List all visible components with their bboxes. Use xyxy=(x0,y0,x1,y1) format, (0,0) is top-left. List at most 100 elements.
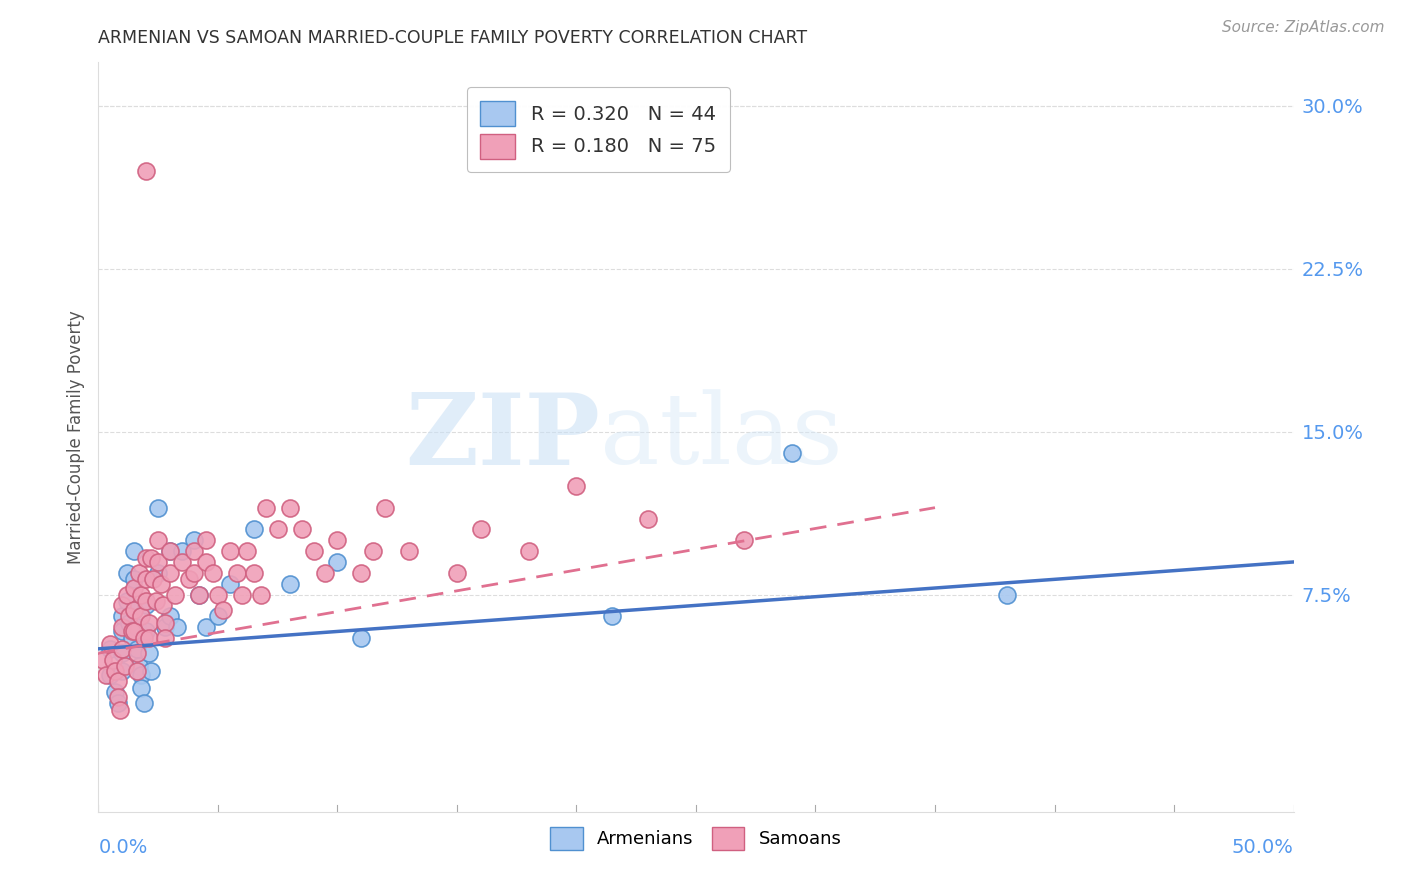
Point xyxy=(139,664,162,678)
Point xyxy=(125,646,148,660)
Point xyxy=(118,609,141,624)
Point xyxy=(135,599,157,613)
Point xyxy=(108,703,131,717)
Point xyxy=(101,653,124,667)
Point xyxy=(148,555,170,569)
Point xyxy=(166,620,188,634)
Point xyxy=(115,566,138,580)
Point xyxy=(155,615,177,630)
Point xyxy=(163,588,186,602)
Point xyxy=(207,588,229,602)
Point xyxy=(243,566,266,580)
Text: 0.0%: 0.0% xyxy=(98,838,148,857)
Point xyxy=(159,609,181,624)
Point xyxy=(132,696,155,710)
Point xyxy=(243,522,266,536)
Point xyxy=(115,588,138,602)
Point xyxy=(219,576,242,591)
Point xyxy=(602,609,624,624)
Point xyxy=(135,624,157,639)
Point xyxy=(148,566,170,580)
Point xyxy=(350,566,373,580)
Point xyxy=(202,566,225,580)
Point xyxy=(91,653,114,667)
Point xyxy=(148,533,170,548)
Point xyxy=(104,664,127,678)
Point xyxy=(131,609,153,624)
Text: 50.0%: 50.0% xyxy=(1232,838,1294,857)
Point xyxy=(107,674,129,689)
Point xyxy=(195,620,218,634)
Point xyxy=(124,581,146,595)
Point xyxy=(235,544,257,558)
Point xyxy=(350,631,373,645)
Point xyxy=(250,588,273,602)
Point xyxy=(172,555,194,569)
Text: Source: ZipAtlas.com: Source: ZipAtlas.com xyxy=(1222,20,1385,35)
Point xyxy=(121,624,143,639)
Point xyxy=(148,500,170,515)
Point xyxy=(111,620,134,634)
Point xyxy=(302,544,325,558)
Text: ZIP: ZIP xyxy=(405,389,600,485)
Point xyxy=(111,609,134,624)
Point xyxy=(124,603,146,617)
Point xyxy=(111,599,134,613)
Point xyxy=(374,500,396,515)
Point xyxy=(104,685,127,699)
Point xyxy=(226,566,249,580)
Point xyxy=(125,620,148,634)
Point xyxy=(131,668,153,682)
Point xyxy=(142,572,165,586)
Point xyxy=(637,511,659,525)
Point xyxy=(111,641,134,656)
Point xyxy=(128,659,150,673)
Point xyxy=(780,446,803,460)
Point xyxy=(125,641,148,656)
Point xyxy=(183,544,205,558)
Point xyxy=(135,550,157,565)
Point xyxy=(326,555,349,569)
Point xyxy=(183,566,205,580)
Text: ARMENIAN VS SAMOAN MARRIED-COUPLE FAMILY POVERTY CORRELATION CHART: ARMENIAN VS SAMOAN MARRIED-COUPLE FAMILY… xyxy=(98,29,807,47)
Point xyxy=(219,544,242,558)
Point xyxy=(98,638,122,652)
Point xyxy=(98,668,122,682)
Point xyxy=(195,533,218,548)
Point xyxy=(187,588,209,602)
Point xyxy=(187,588,209,602)
Point xyxy=(291,522,314,536)
Point xyxy=(155,620,177,634)
Point xyxy=(267,522,290,536)
Point xyxy=(183,533,205,548)
Point xyxy=(121,631,143,645)
Point xyxy=(733,533,755,548)
Point xyxy=(254,500,277,515)
Point xyxy=(159,544,181,558)
Point xyxy=(278,500,301,515)
Point xyxy=(138,631,160,645)
Legend: Armenians, Samoans: Armenians, Samoans xyxy=(541,818,851,859)
Point xyxy=(211,603,233,617)
Point xyxy=(326,533,349,548)
Point xyxy=(172,544,194,558)
Point xyxy=(195,555,218,569)
Point xyxy=(124,624,146,639)
Point xyxy=(124,572,146,586)
Point xyxy=(111,624,134,639)
Point xyxy=(149,576,172,591)
Point xyxy=(98,641,122,656)
Point xyxy=(131,588,153,602)
Y-axis label: Married-Couple Family Poverty: Married-Couple Family Poverty xyxy=(66,310,84,564)
Point xyxy=(398,544,420,558)
Point xyxy=(159,566,181,580)
Text: atlas: atlas xyxy=(600,389,844,485)
Point xyxy=(179,572,201,586)
Point xyxy=(517,544,540,558)
Point xyxy=(995,588,1018,602)
Point xyxy=(107,690,129,704)
Point xyxy=(139,550,162,565)
Point xyxy=(94,668,117,682)
Point xyxy=(135,164,157,178)
Point xyxy=(565,479,588,493)
